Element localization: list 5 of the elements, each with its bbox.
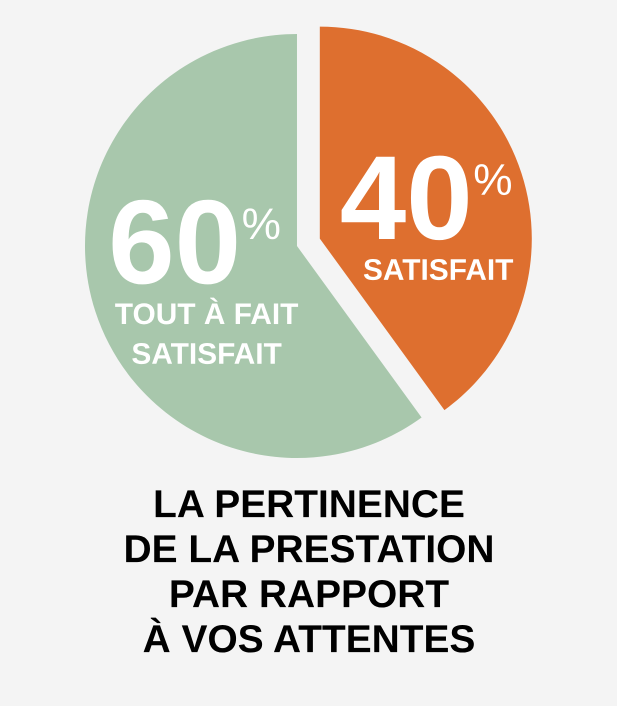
text: LA PERTINENCE DE LA PRESTATION PAR RAPPORT À VOS ATTENTES — [126, 490, 492, 653]
data-label: 40$^{%}$ — [342, 156, 511, 240]
data-label: 60$^{%}$ — [112, 200, 280, 284]
slice-label: TOUT À FAIT SATISFAIT — [115, 298, 298, 364]
slice-label: SATISFAIT — [364, 258, 514, 280]
